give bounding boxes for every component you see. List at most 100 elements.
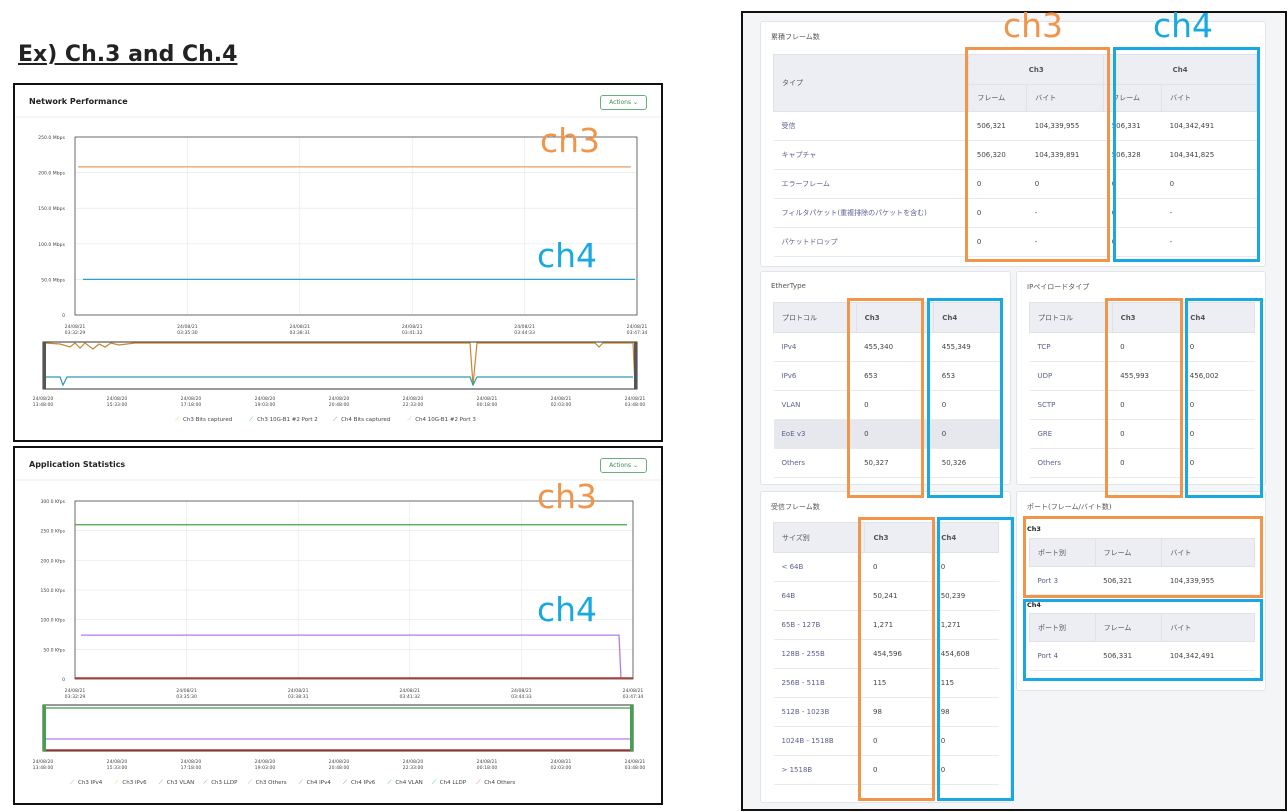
legend-label: Ch3 LLDP bbox=[211, 780, 238, 786]
ch3-annotation-app: ch3 bbox=[537, 477, 598, 516]
row-label: 1024B - 1518B bbox=[773, 726, 865, 756]
network-actions-button[interactable]: Actions ⌄ bbox=[600, 95, 647, 110]
overview-tick-date: 24/08/20 bbox=[107, 759, 128, 765]
table-row: Others 50,327 50,326 bbox=[773, 448, 1001, 478]
table-row: 128B - 255B 454,596 454,608 bbox=[773, 639, 999, 669]
overview-tick-time: 13:48:00 bbox=[33, 765, 54, 771]
overview-tick-time: 20:48:00 bbox=[329, 765, 350, 771]
x-tick-date: 24/08/21 bbox=[402, 324, 423, 330]
table-row: < 64B 0 0 bbox=[773, 552, 999, 582]
app-grid bbox=[75, 501, 633, 679]
table-row: IPv4 455,340 455,349 bbox=[773, 332, 1001, 362]
overview-tick-date: 24/08/20 bbox=[33, 396, 54, 402]
y-tick-label: 250.0 Kfps bbox=[40, 529, 65, 535]
ch4-header: Ch4 bbox=[933, 302, 1001, 333]
protocol-header: プロトコル bbox=[773, 302, 857, 333]
y-tick-label: 0 bbox=[62, 677, 65, 683]
ch3-value: 0 bbox=[864, 726, 933, 756]
table-row: パケットドロップ 0-0- bbox=[773, 227, 1257, 257]
ip-payload-title: IPペイロードタイプ bbox=[1027, 283, 1090, 291]
row-label: IPv6 bbox=[773, 361, 857, 391]
row-label: < 64B bbox=[773, 552, 865, 582]
overview-tick-date: 24/08/21 bbox=[625, 759, 646, 765]
table-row: IPv6 653 653 bbox=[773, 361, 1001, 391]
overview-tick-time: 17:18:00 bbox=[181, 765, 202, 771]
x-tick-time: 03:32:29 bbox=[65, 330, 86, 336]
ch4-bytes: 0 bbox=[1161, 169, 1257, 199]
ch3-frames: 0 bbox=[968, 169, 1027, 199]
table-row: UDP 455,993 456,002 bbox=[1029, 361, 1255, 391]
ch3-frames: 0 bbox=[968, 198, 1027, 228]
legend-label: Ch3 Bits captured bbox=[183, 417, 232, 423]
network-legend: ⟋ Ch3 Bits captured ⟋ Ch3 10G-B1 #2 Port 2 ⟋… bbox=[175, 416, 476, 423]
ch3-bytes: - bbox=[1026, 227, 1104, 257]
legend-label: Ch4 Others bbox=[484, 780, 515, 786]
row-label: UDP bbox=[1029, 361, 1113, 391]
legend-icon: ⟋ bbox=[114, 779, 119, 786]
ch4-bytes: 104,341,825 bbox=[1161, 140, 1257, 170]
x-tick-time: 03:47:34 bbox=[623, 694, 644, 700]
application-statistics-panel: Application Statistics Actions ⌄ 300.0 K… bbox=[13, 446, 663, 805]
x-tick-date: 24/08/21 bbox=[511, 688, 532, 694]
app-plot-border bbox=[74, 500, 634, 680]
ch3-value: 0 bbox=[1112, 390, 1182, 420]
ch3-value: 1,271 bbox=[864, 610, 933, 640]
overview-tick-date: 24/08/21 bbox=[625, 396, 646, 402]
ch3-value: 115 bbox=[864, 668, 933, 698]
app-overview-handle-right bbox=[630, 705, 633, 751]
overview-tick-date: 24/08/20 bbox=[181, 759, 202, 765]
legend-label: Ch4 IPv4 bbox=[307, 780, 332, 786]
ethertype-title: EtherType bbox=[771, 282, 806, 290]
ch3-frames-highlight bbox=[965, 47, 1110, 262]
y-tick-label: 200.0 Kfps bbox=[40, 558, 65, 564]
table-row: EoE v3 0 0 bbox=[773, 419, 1001, 449]
app-legend: ⟋ Ch3 IPv4 ⟋ Ch3 IPv6 ⟋ Ch3 VLAN ⟋ Ch3 LLDP ⟋ Ch3… bbox=[70, 779, 515, 786]
y-tick-label: 0 bbox=[62, 313, 65, 319]
table-row: 1024B - 1518B 0 0 bbox=[773, 726, 999, 756]
ch4-value: 0 bbox=[932, 726, 999, 756]
bytes-header: バイト bbox=[1161, 613, 1255, 642]
row-label: TCP bbox=[1029, 332, 1113, 362]
overview-tick-time: 03:48:00 bbox=[625, 402, 646, 408]
network-performance-panel: Network Performance Actions ⌄ 250.0 Mbps… bbox=[13, 83, 663, 442]
overview-tick-time: 19:03:00 bbox=[255, 765, 276, 771]
protocol-header: プロトコル bbox=[1029, 302, 1113, 333]
x-tick-date: 24/08/21 bbox=[65, 324, 86, 330]
ch3-frames: 0 bbox=[968, 227, 1027, 257]
ch4-value: 0 bbox=[1181, 448, 1255, 478]
table-row: Port 4 506,331 104,342,491 bbox=[1029, 641, 1255, 671]
y-tick-label: 300.0 Kfps bbox=[40, 499, 65, 505]
row-label: 64B bbox=[773, 581, 865, 611]
x-tick-time: 03:41:32 bbox=[399, 694, 420, 700]
ch4-header: Ch4 bbox=[932, 522, 999, 553]
x-tick-date: 24/08/21 bbox=[176, 688, 197, 694]
ip-payload-card: IPペイロードタイプ プロトコル Ch3 Ch4 TCP 0 0 UDP 455,993… bbox=[1016, 271, 1266, 485]
frames-header: フレーム bbox=[1094, 613, 1163, 642]
frames-header: フレーム bbox=[1094, 538, 1163, 567]
ports-title: ポート(フレーム/バイト数) bbox=[1027, 503, 1112, 511]
ch4-annotation-network: ch4 bbox=[537, 236, 598, 275]
ch4-value: 0 bbox=[933, 390, 1001, 420]
legend-icon: ⟋ bbox=[333, 416, 338, 423]
row-label: エラーフレーム bbox=[773, 169, 969, 199]
x-tick-time: 03:44:33 bbox=[511, 694, 532, 700]
x-tick-date: 24/08/21 bbox=[289, 324, 310, 330]
received-frames-title: 受信フレーム数 bbox=[771, 503, 820, 511]
ch3-value: 0 bbox=[1112, 332, 1182, 362]
table-row: キャプチャ 506,320 104,339,891 506,328 104,341,82… bbox=[773, 140, 1257, 170]
y-tick-label: 100.0 Kfps bbox=[40, 618, 65, 624]
ports-ch4-table: ポート別 フレーム バイト Port 4 506,331 104,342,491 bbox=[1029, 613, 1255, 671]
table-row: TCP 0 0 bbox=[1029, 332, 1255, 362]
ch4-bytes: 104,342,491 bbox=[1161, 111, 1257, 141]
port-name: Port 4 bbox=[1029, 641, 1096, 671]
ch4-value: 0 bbox=[1181, 332, 1255, 362]
ch4-value: 50,326 bbox=[933, 448, 1001, 478]
network-grid bbox=[75, 137, 637, 315]
legend-label: Ch3 10G-B1 #2 Port 2 bbox=[257, 417, 318, 423]
table-row: Others 0 0 bbox=[1029, 448, 1255, 478]
y-tick-label: 50.0 Mbps bbox=[41, 277, 65, 283]
legend-icon: ⟋ bbox=[248, 779, 253, 786]
table-row: 65B - 127B 1,271 1,271 bbox=[773, 610, 999, 640]
overview-tick-date: 24/08/20 bbox=[329, 396, 350, 402]
app-actions-button[interactable]: Actions ⌄ bbox=[600, 458, 647, 473]
